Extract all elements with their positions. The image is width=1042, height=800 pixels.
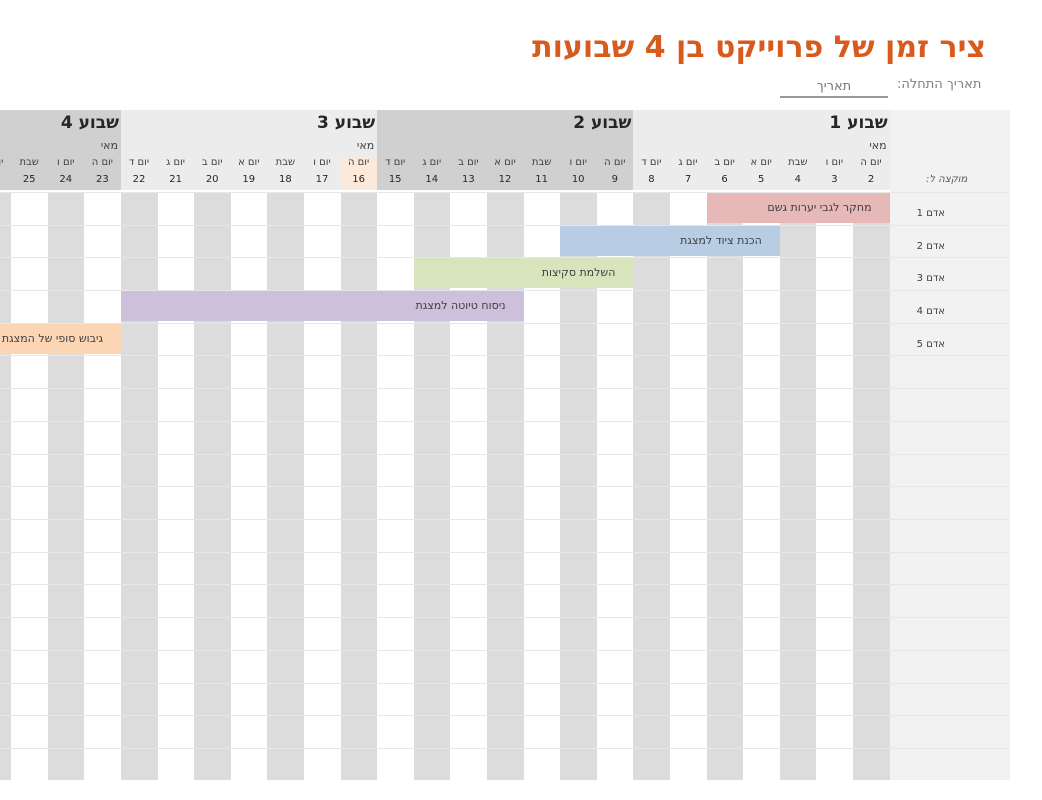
day-number: 15 (388, 174, 402, 185)
day-name: יום ו (569, 157, 587, 168)
day-number: 5 (758, 174, 765, 185)
day-name: יום ו (313, 157, 331, 168)
day-name: שבת (788, 157, 808, 168)
day-name: שבת (531, 157, 552, 168)
assignee-name: אדם 4 (916, 306, 945, 317)
day-number: 16 (352, 174, 365, 185)
start-date-label: תאריך התחלה: (897, 77, 982, 92)
day-number: 7 (684, 174, 692, 185)
day-name: שבת (275, 157, 296, 168)
grid-row-line (0, 748, 1010, 749)
month-label: מאי (869, 139, 887, 152)
grid-row-line (0, 552, 1010, 553)
task-bar[interactable]: גיבוש סופי של המצגת (0, 324, 121, 354)
grid-row-line (0, 225, 1010, 226)
task-bar[interactable]: הכנת ציוד למצגת (560, 226, 780, 256)
day-name: יום ה (860, 157, 882, 168)
day-number: 19 (242, 174, 256, 185)
grid-row-line (0, 486, 1010, 487)
day-name: יום ה (604, 157, 626, 168)
day-name: יום ו (57, 157, 75, 168)
assignee-column-bg (890, 110, 1010, 780)
day-number: 23 (96, 174, 109, 185)
day-name: יום ד (385, 157, 406, 168)
month-label: מאי (356, 139, 375, 152)
grid-row-line (0, 257, 1010, 258)
assigned-to-header: מוקצה ל: (926, 174, 968, 185)
week-header-band (377, 110, 634, 190)
week-header-band (121, 110, 378, 190)
grid-row-line (0, 617, 1010, 618)
day-number: 9 (611, 174, 618, 185)
start-date-input[interactable] (780, 76, 888, 98)
week-header-band (633, 110, 890, 190)
day-number: 4 (794, 174, 801, 185)
day-name: יום א (494, 157, 516, 168)
day-name: יום ג (166, 157, 186, 168)
day-name: יום ד (641, 157, 662, 168)
week-label: שבוע 3 (317, 113, 376, 133)
day-name: יום ד (128, 157, 150, 168)
assignee-name: אדם 5 (916, 339, 945, 350)
day-number: 8 (648, 174, 655, 185)
grid-row-line (0, 650, 1010, 651)
day-name: יום ב (201, 157, 223, 168)
day-number: 22 (132, 174, 146, 185)
assignee-name: אדם 1 (916, 208, 945, 219)
task-bar[interactable]: ניסוח טיוטה למצגת (121, 291, 524, 321)
grid-row-line (0, 715, 1010, 716)
grid-row-line (0, 290, 1010, 291)
grid-row-line (0, 454, 1010, 455)
day-number: 25 (22, 174, 36, 185)
day-number: 6 (721, 174, 728, 185)
day-name: יום ב (458, 157, 479, 168)
grid-row-line (0, 355, 1010, 356)
day-number: 14 (425, 174, 439, 185)
grid-row-line (0, 323, 1010, 324)
day-number: 11 (535, 174, 548, 185)
day-number: 18 (279, 174, 292, 185)
grid-row-line (0, 519, 1010, 520)
day-name: יום א (750, 157, 772, 168)
day-number: 24 (59, 174, 73, 185)
day-number: 2 (867, 174, 875, 185)
day-number: 21 (169, 174, 182, 185)
task-bar[interactable]: השלמת סקיצות (413, 258, 634, 288)
grid-row-line (0, 584, 1010, 585)
day-number: 20 (205, 174, 219, 185)
day-name: יום א (0, 157, 4, 168)
assignee-name: אדם 3 (916, 273, 945, 284)
grid-row-line (0, 388, 1010, 389)
day-name: יום א (238, 157, 260, 168)
day-number: 12 (498, 174, 512, 185)
day-name: יום ו (825, 157, 844, 168)
day-number: 13 (462, 174, 475, 185)
day-number: 17 (315, 174, 329, 185)
day-name: שבת (19, 157, 39, 168)
day-name: יום ה (347, 157, 370, 168)
day-number: 3 (831, 174, 838, 185)
month-label: מאי (100, 139, 118, 152)
day-name: יום ג (678, 157, 698, 168)
day-number: 26 (0, 174, 11, 185)
grid-row-line (0, 683, 1010, 684)
week-header-band (0, 110, 121, 190)
day-name: יום ה (91, 157, 114, 168)
assignee-name: אדם 2 (916, 241, 945, 252)
day-number: 10 (571, 174, 585, 185)
week-label: שבוע 2 (573, 113, 632, 133)
today-highlight (340, 157, 378, 190)
week-label: שבוע 4 (60, 113, 119, 133)
page-title: ציר זמן של פרוייקט בן 4 שבועות (532, 30, 986, 65)
day-name: יום ב (714, 157, 735, 168)
task-bar[interactable]: מחקר לגבי יערות גשם (706, 193, 890, 223)
week-label: שבוע 1 (829, 113, 888, 133)
grid-row-line (0, 192, 1010, 193)
grid-row-line (0, 421, 1010, 422)
day-name: יום ג (422, 157, 442, 168)
